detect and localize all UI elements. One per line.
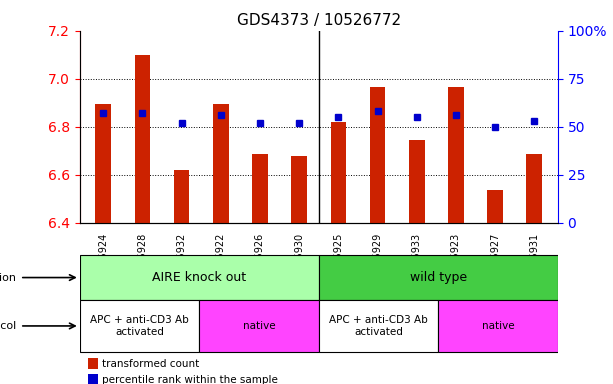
Text: genotype/variation: genotype/variation: [0, 273, 16, 283]
FancyBboxPatch shape: [319, 300, 438, 352]
Text: native: native: [243, 321, 275, 331]
Text: native: native: [482, 321, 514, 331]
Text: protocol: protocol: [0, 321, 16, 331]
FancyBboxPatch shape: [438, 300, 558, 352]
Bar: [96, 104, 111, 223]
FancyBboxPatch shape: [319, 255, 558, 300]
Text: APC + anti-CD3 Ab
activated: APC + anti-CD3 Ab activated: [329, 315, 428, 337]
Bar: [330, 122, 346, 223]
FancyBboxPatch shape: [199, 300, 319, 352]
Bar: [291, 156, 307, 223]
Text: transformed count: transformed count: [102, 359, 199, 369]
Bar: [409, 140, 425, 223]
Text: APC + anti-CD3 Ab
activated: APC + anti-CD3 Ab activated: [90, 315, 189, 337]
Bar: [252, 154, 268, 223]
Bar: [370, 87, 386, 223]
FancyBboxPatch shape: [80, 255, 319, 300]
FancyBboxPatch shape: [80, 300, 199, 352]
Bar: [448, 87, 464, 223]
Bar: [487, 190, 503, 223]
Text: percentile rank within the sample: percentile rank within the sample: [102, 375, 278, 384]
Bar: [88, 374, 97, 384]
Bar: [135, 55, 150, 223]
Text: wild type: wild type: [409, 271, 467, 284]
Bar: [173, 170, 189, 223]
Bar: [88, 358, 97, 369]
Title: GDS4373 / 10526772: GDS4373 / 10526772: [237, 13, 401, 28]
Text: AIRE knock out: AIRE knock out: [152, 271, 246, 284]
Bar: [527, 154, 542, 223]
Bar: [213, 104, 229, 223]
